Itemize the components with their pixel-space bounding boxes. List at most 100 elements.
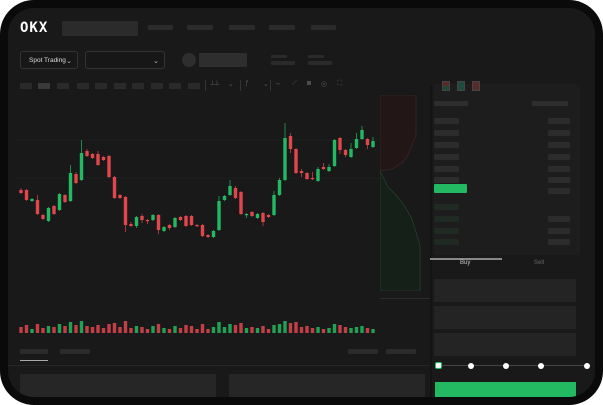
interval-button[interactable] [20,83,32,89]
slider-step[interactable] [538,363,544,369]
volume-bar [255,328,260,333]
candle-body [52,206,56,214]
volume-bar [85,326,89,333]
orderbook-bids-icon[interactable] [457,81,465,91]
candle-body [173,218,177,227]
chevron-down-icon: ⌄ [153,58,159,65]
candlestick-chart[interactable] [15,95,380,340]
tab-open-orders[interactable] [20,349,48,354]
candle-body [321,167,326,169]
candle-body [316,169,320,181]
interval-button[interactable] [77,83,89,89]
line-tool-icon[interactable]: ∼ [275,81,281,88]
buy-button[interactable] [435,382,576,397]
interval-button[interactable] [114,83,126,89]
volume-bar [222,327,227,333]
volume-bar [288,323,293,333]
volume-bar [101,328,106,333]
volume-bar [145,329,150,333]
candle-body [57,194,62,210]
volume-bar [266,329,271,333]
candle-type-icon[interactable]: ⟂⟂ [210,80,220,87]
candle-body [371,141,375,147]
volume-bar [151,326,155,333]
camera-icon[interactable]: ◙ [307,80,312,87]
bid-price [434,228,459,234]
candle-body [360,130,364,139]
interval-button[interactable] [132,83,144,89]
interval-button[interactable] [188,83,200,89]
okx-logo[interactable]: OKX [20,20,49,36]
orderbook-header [434,101,468,106]
volume-bar [162,328,166,333]
volume-bar [327,328,331,333]
search-bar[interactable] [62,21,138,36]
candle-body [46,208,51,221]
ask-price [434,130,459,136]
panel-divider [430,86,432,397]
volume-bar [365,328,370,333]
ask-size [548,118,570,124]
divider [270,80,271,91]
volume-bar [35,324,40,333]
bid-size [548,216,570,222]
candle-body [288,136,293,149]
candle-body [266,215,271,217]
volume-bar [305,326,309,333]
nav-item[interactable] [311,25,336,30]
ruler-icon[interactable]: ⟋ [292,80,297,87]
last-price [434,184,467,193]
candle-body [277,180,282,195]
price-input[interactable] [434,279,576,302]
tab-order-history[interactable] [60,349,90,354]
volume-bar [299,327,304,333]
volume-bar [239,323,243,333]
chevron-down-icon[interactable]: ⌄ [228,81,234,88]
orderbook-asks-icon[interactable] [472,81,480,91]
depth-chart [380,95,421,291]
stat-value [308,61,332,65]
slider-track[interactable] [440,365,590,366]
interval-button[interactable] [38,83,50,89]
interval-button[interactable] [169,83,181,89]
slider-step[interactable] [503,363,509,369]
candle-body [30,199,34,201]
ask-size [548,130,570,136]
filter-button[interactable] [386,349,416,354]
volume-bar [294,322,298,333]
volume-bar [200,324,205,333]
candle-body [184,216,188,226]
tab-buy[interactable]: Buy [460,260,471,266]
total-input[interactable] [434,333,576,356]
orderbook-both-icon[interactable] [442,81,450,91]
interval-button[interactable] [57,83,69,89]
nav-item[interactable] [229,25,255,30]
filter-button[interactable] [348,349,378,354]
ask-size [548,154,570,160]
fullscreen-icon[interactable]: ⛶ [337,80,342,87]
slider-handle[interactable] [435,362,442,369]
pair-select[interactable]: ⌄ [85,51,165,69]
amount-input[interactable] [434,306,576,329]
chevron-down-icon: ⌄ [66,58,72,65]
ask-price [434,118,459,124]
nav-item[interactable] [148,25,173,30]
chevron-down-icon[interactable]: ⌄ [263,81,269,88]
nav-item[interactable] [269,25,295,30]
slider-step[interactable] [584,363,590,369]
indicator-icon[interactable]: ƒ [245,80,249,87]
volume-bar [261,326,265,333]
trading-mode-select[interactable]: Spot Trading ⌄ [20,51,78,69]
ask-size [548,142,570,148]
candle-body [24,190,29,200]
candle-body [145,220,150,222]
settings-icon[interactable]: ◎ [321,81,328,88]
candle-body [365,139,370,145]
slider-step[interactable] [468,363,474,369]
candle-body [310,178,315,180]
interval-button[interactable] [95,83,107,89]
tab-sell[interactable]: Sell [534,260,545,266]
nav-item[interactable] [187,25,213,30]
candle-body [206,235,210,237]
interval-button[interactable] [151,83,163,89]
